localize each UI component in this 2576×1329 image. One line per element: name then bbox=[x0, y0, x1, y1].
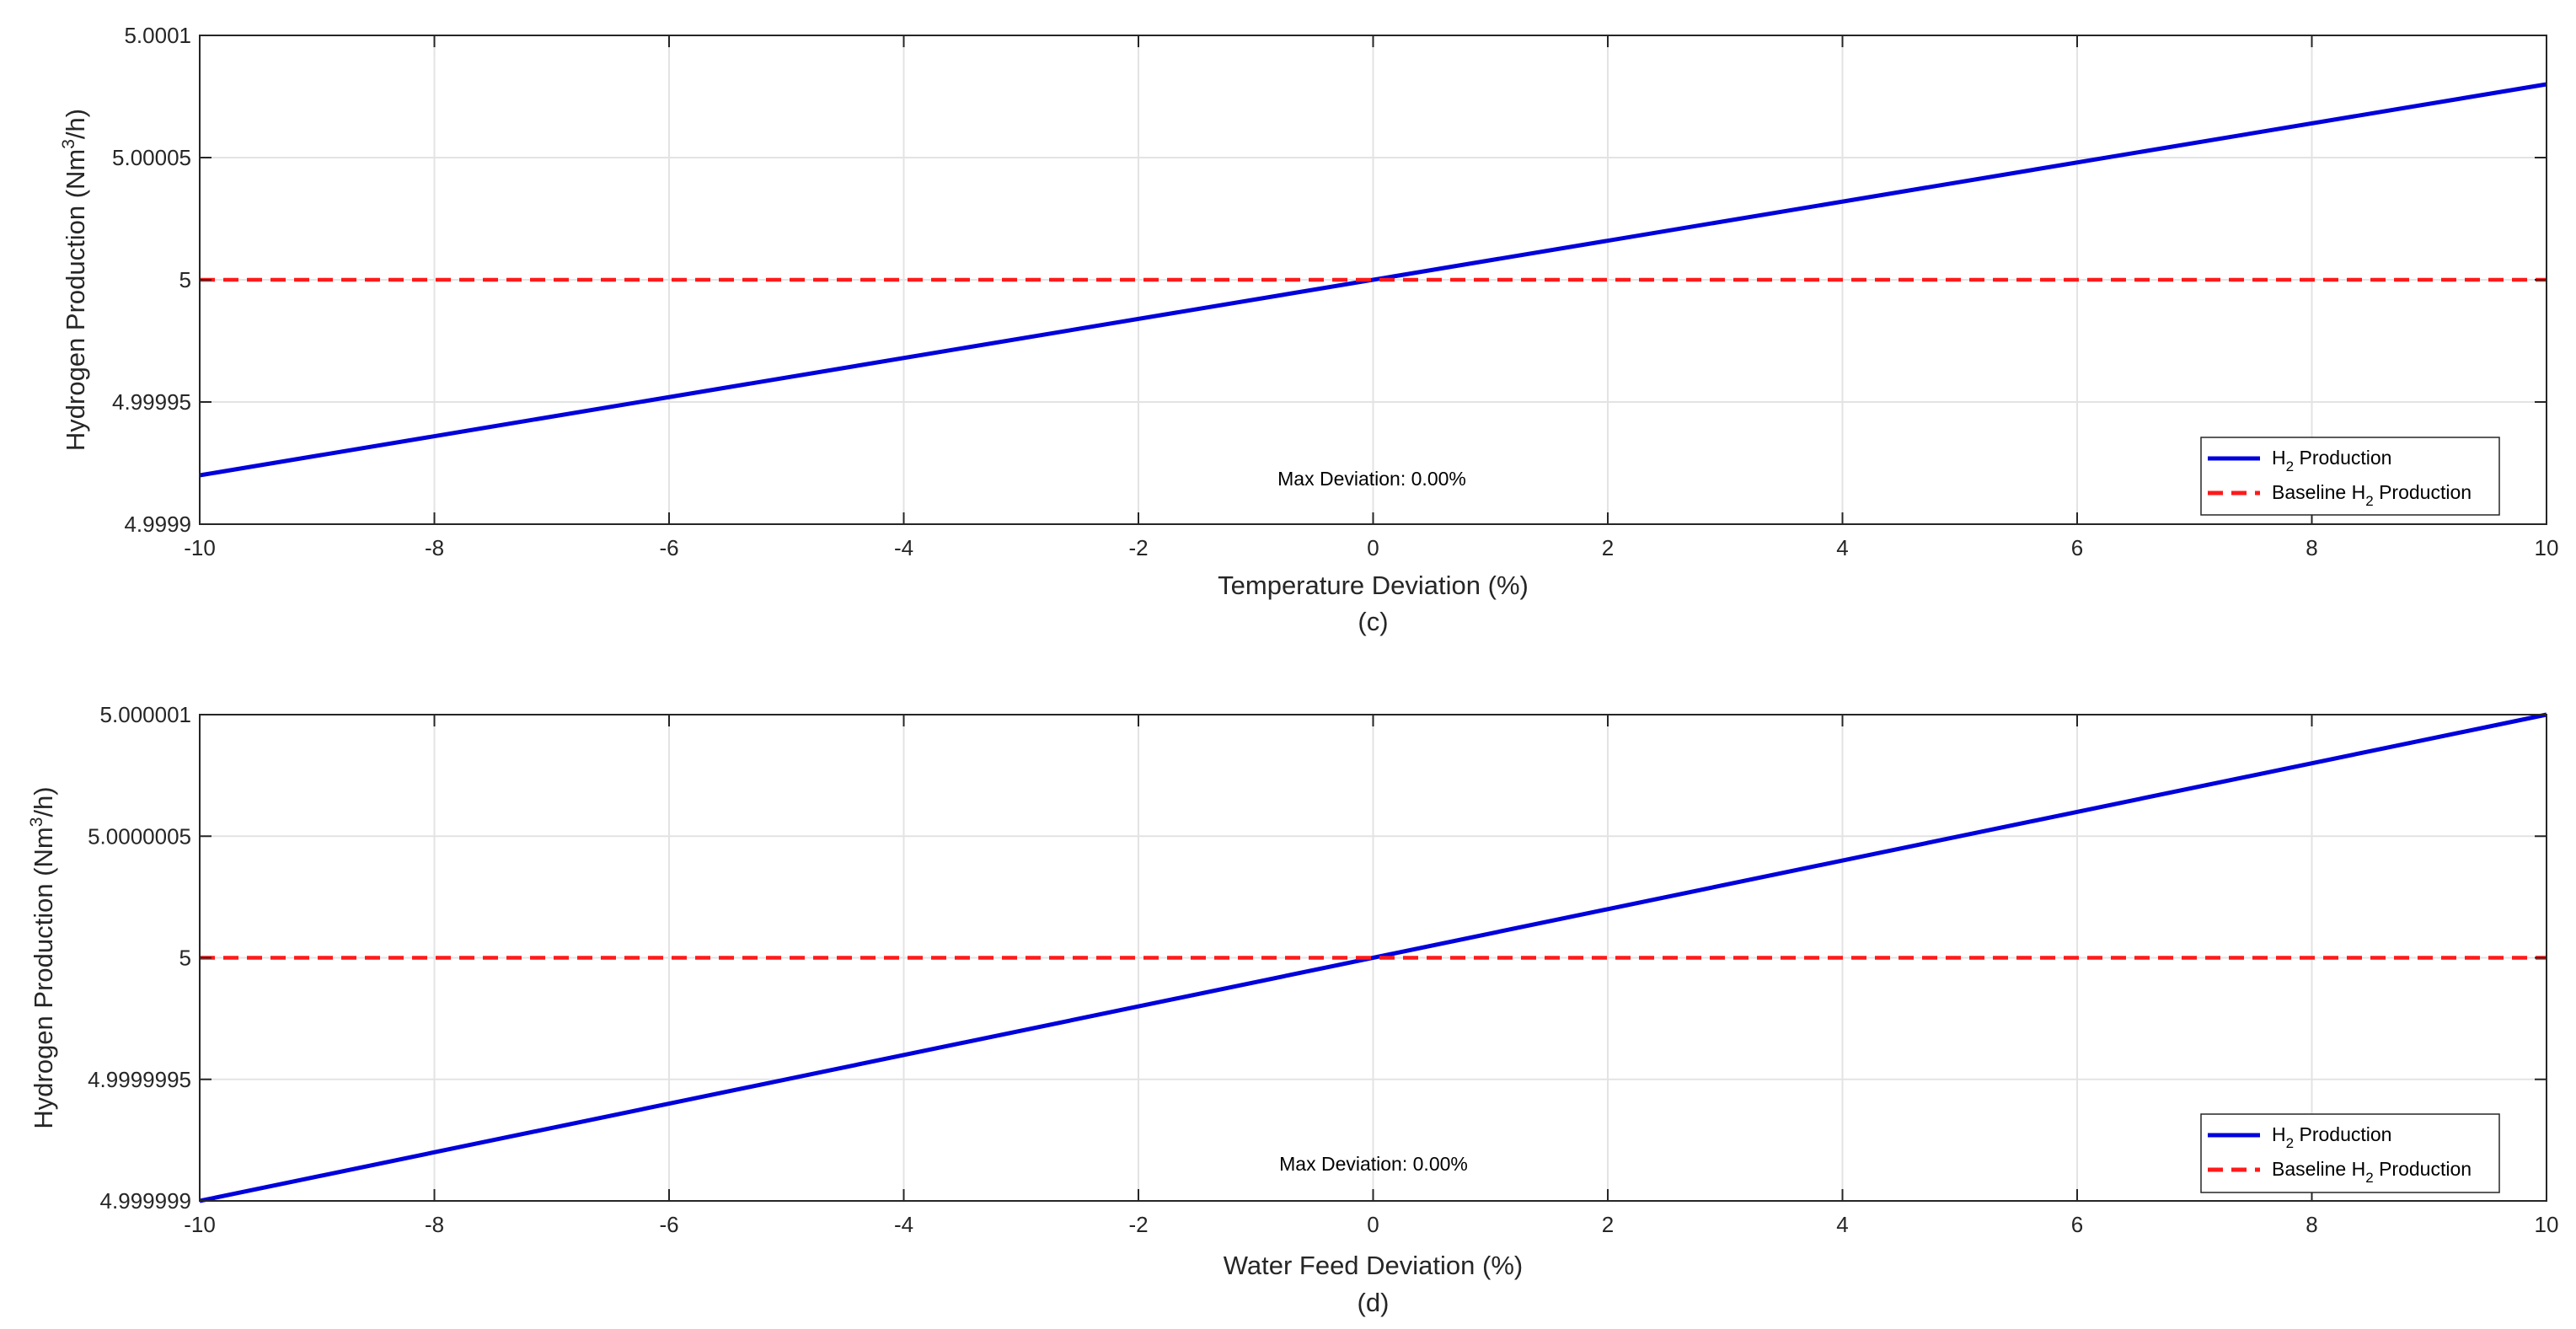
x-tick-label: -2 bbox=[1128, 1212, 1148, 1237]
y-tick-label: 4.9999 bbox=[124, 512, 191, 537]
x-tick-label: 2 bbox=[1602, 535, 1614, 560]
x-tick-label: 4 bbox=[1836, 535, 1848, 560]
legend-entry-h2-production-d: H2 Production bbox=[2272, 1123, 2391, 1151]
x-tick-label: 4 bbox=[1836, 1212, 1848, 1237]
x-tick-label: 0 bbox=[1367, 1212, 1379, 1237]
x-tick-label: -4 bbox=[894, 1212, 913, 1237]
x-tick-label: -6 bbox=[659, 1212, 678, 1237]
y-tick-label: 5.000001 bbox=[100, 702, 191, 727]
x-tick-label: -10 bbox=[184, 535, 216, 560]
caption-d: (d) bbox=[1358, 1288, 1390, 1317]
legend-box-d bbox=[2200, 1113, 2500, 1193]
y-tick-label: 4.99995 bbox=[112, 389, 191, 415]
x-tick-label: 8 bbox=[2306, 535, 2317, 560]
max-deviation-annotation-d: Max Deviation: 0.00% bbox=[1279, 1153, 1468, 1175]
caption-c: (c) bbox=[1358, 607, 1388, 636]
x-tick-label: -4 bbox=[894, 535, 913, 560]
x-axis-label-d: Water Feed Deviation (%) bbox=[1224, 1251, 1523, 1280]
subplot-d: -10 -8 -6 -4 -2 0 2 4 6 8 10 4.999999 4.9999995 5 5.0… bbox=[27, 702, 2558, 1317]
y-tick-label: 5.00005 bbox=[112, 145, 191, 170]
x-tick-label: 6 bbox=[2071, 1212, 2083, 1237]
y-tick-label: 5 bbox=[179, 267, 191, 292]
legend-box-c bbox=[2200, 437, 2500, 516]
x-tick-label: -8 bbox=[425, 1212, 444, 1237]
legend-entry-baseline-d: Baseline H2 Production bbox=[2272, 1158, 2472, 1186]
x-tick-label: 6 bbox=[2071, 535, 2083, 560]
h2-production-line bbox=[199, 82, 2547, 478]
x-tick-label: -2 bbox=[1128, 535, 1148, 560]
x-tick-label: -6 bbox=[659, 535, 678, 560]
series-c bbox=[199, 82, 2547, 478]
y-ticks-c: 4.9999 4.99995 5 5.00005 5.0001 bbox=[112, 23, 2547, 537]
y-axis-label-c: Hydrogen Production (Nm3/h) bbox=[59, 109, 90, 451]
x-tick-label: 10 bbox=[2535, 1212, 2559, 1237]
y-axis-label-d: Hydrogen Production (Nm3/h) bbox=[27, 786, 58, 1128]
x-tick-label: -8 bbox=[425, 535, 444, 560]
y-tick-label: 5.0001 bbox=[124, 23, 191, 48]
legend-d: H2 Production Baseline H2 Production bbox=[2200, 1113, 2500, 1193]
max-deviation-annotation-c: Max Deviation: 0.00% bbox=[1277, 468, 1466, 490]
x-tick-label: -10 bbox=[184, 1212, 216, 1237]
legend-entry-h2-production-c: H2 Production bbox=[2272, 447, 2391, 474]
y-tick-label: 4.9999995 bbox=[88, 1067, 191, 1092]
legend-c: H2 Production Baseline H2 Production bbox=[2200, 437, 2500, 516]
y-ticks-d: 4.999999 4.9999995 5 5.0000005 5.000001 bbox=[88, 702, 2547, 1214]
h2-production-line bbox=[199, 712, 2547, 1203]
x-tick-label: 2 bbox=[1602, 1212, 1614, 1237]
x-tick-label: 10 bbox=[2535, 535, 2559, 560]
y-tick-label: 5.0000005 bbox=[88, 823, 191, 849]
subplot-c: -10 -8 -6 -4 -2 0 2 4 6 8 10 4.9999 4.99995 5 5.00005… bbox=[59, 23, 2558, 636]
y-tick-label: 5 bbox=[179, 946, 191, 971]
series-d bbox=[199, 712, 2547, 1203]
x-ticks-d: -10 -8 -6 -4 -2 0 2 4 6 8 10 bbox=[184, 715, 2558, 1237]
x-ticks-c: -10 -8 -6 -4 -2 0 2 4 6 8 10 bbox=[184, 35, 2558, 560]
legend-entry-baseline-c: Baseline H2 Production bbox=[2272, 481, 2472, 509]
x-axis-label-c: Temperature Deviation (%) bbox=[1218, 571, 1529, 600]
x-tick-label: 0 bbox=[1367, 535, 1379, 560]
x-tick-label: 8 bbox=[2306, 1212, 2317, 1237]
y-tick-label: 4.999999 bbox=[100, 1188, 191, 1214]
